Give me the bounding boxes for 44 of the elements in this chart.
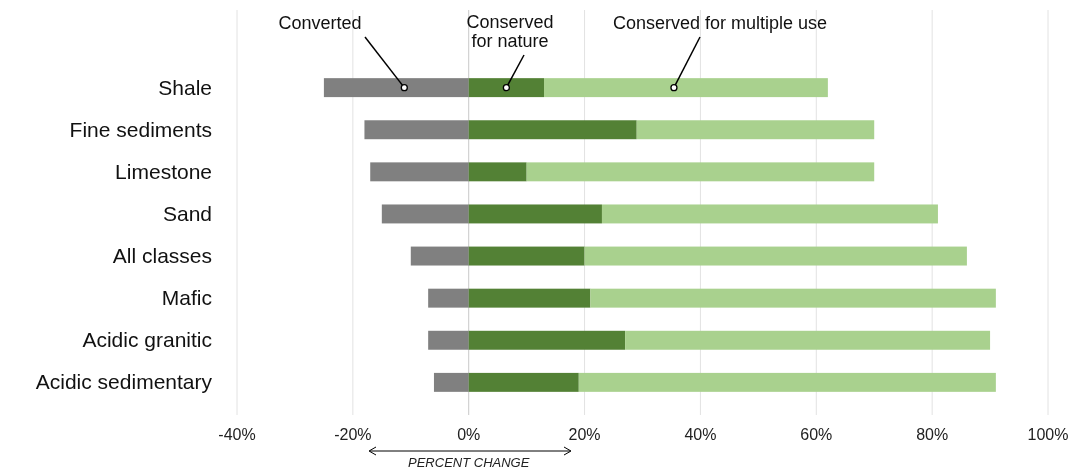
x-tick-label: 40% [684,426,717,443]
bar [625,330,991,350]
x-tick-label: -20% [334,426,372,443]
y-tick-label: Sand [162,201,212,225]
x-axis-title: PERCENT CHANGE [408,455,530,469]
text: Conserved for multiple use [612,13,828,33]
bar [636,120,875,140]
bar [323,78,469,98]
bar [526,162,875,182]
bar [468,246,585,266]
bar [428,330,469,350]
bar [590,288,996,308]
x-tick-label: 0% [457,426,481,443]
bar [468,78,545,98]
x-tick-label: 100% [1027,426,1069,443]
bar [468,372,579,392]
y-tick-label: Mafic [161,286,212,310]
bar [370,162,469,182]
x-tick-label: 60% [800,426,833,443]
text: Converted [278,13,362,33]
bar [468,330,626,350]
y-tick-label: Shale [158,75,212,99]
bar [578,372,996,392]
y-tick-label: Fine sediments [69,117,212,141]
bar [468,288,591,308]
bar [601,204,938,224]
bar [468,120,637,140]
bar [584,246,967,266]
y-tick-label: Acidic granitic [82,328,212,352]
y-tick-label: Acidic sedimentary [35,370,213,394]
bar [433,372,469,392]
bar [410,246,469,266]
bar [468,162,527,182]
x-tick-label: 20% [568,426,601,443]
series-label: Conserved for nature [466,12,554,51]
y-tick-label: Limestone [115,159,212,183]
bar [381,204,469,224]
x-tick-label: -40% [218,426,256,443]
bar [428,288,469,308]
bar [468,204,602,224]
x-tick-label: 80% [916,426,949,443]
y-tick-label: All classes [112,244,212,268]
bar [364,120,469,140]
bar [544,78,828,98]
